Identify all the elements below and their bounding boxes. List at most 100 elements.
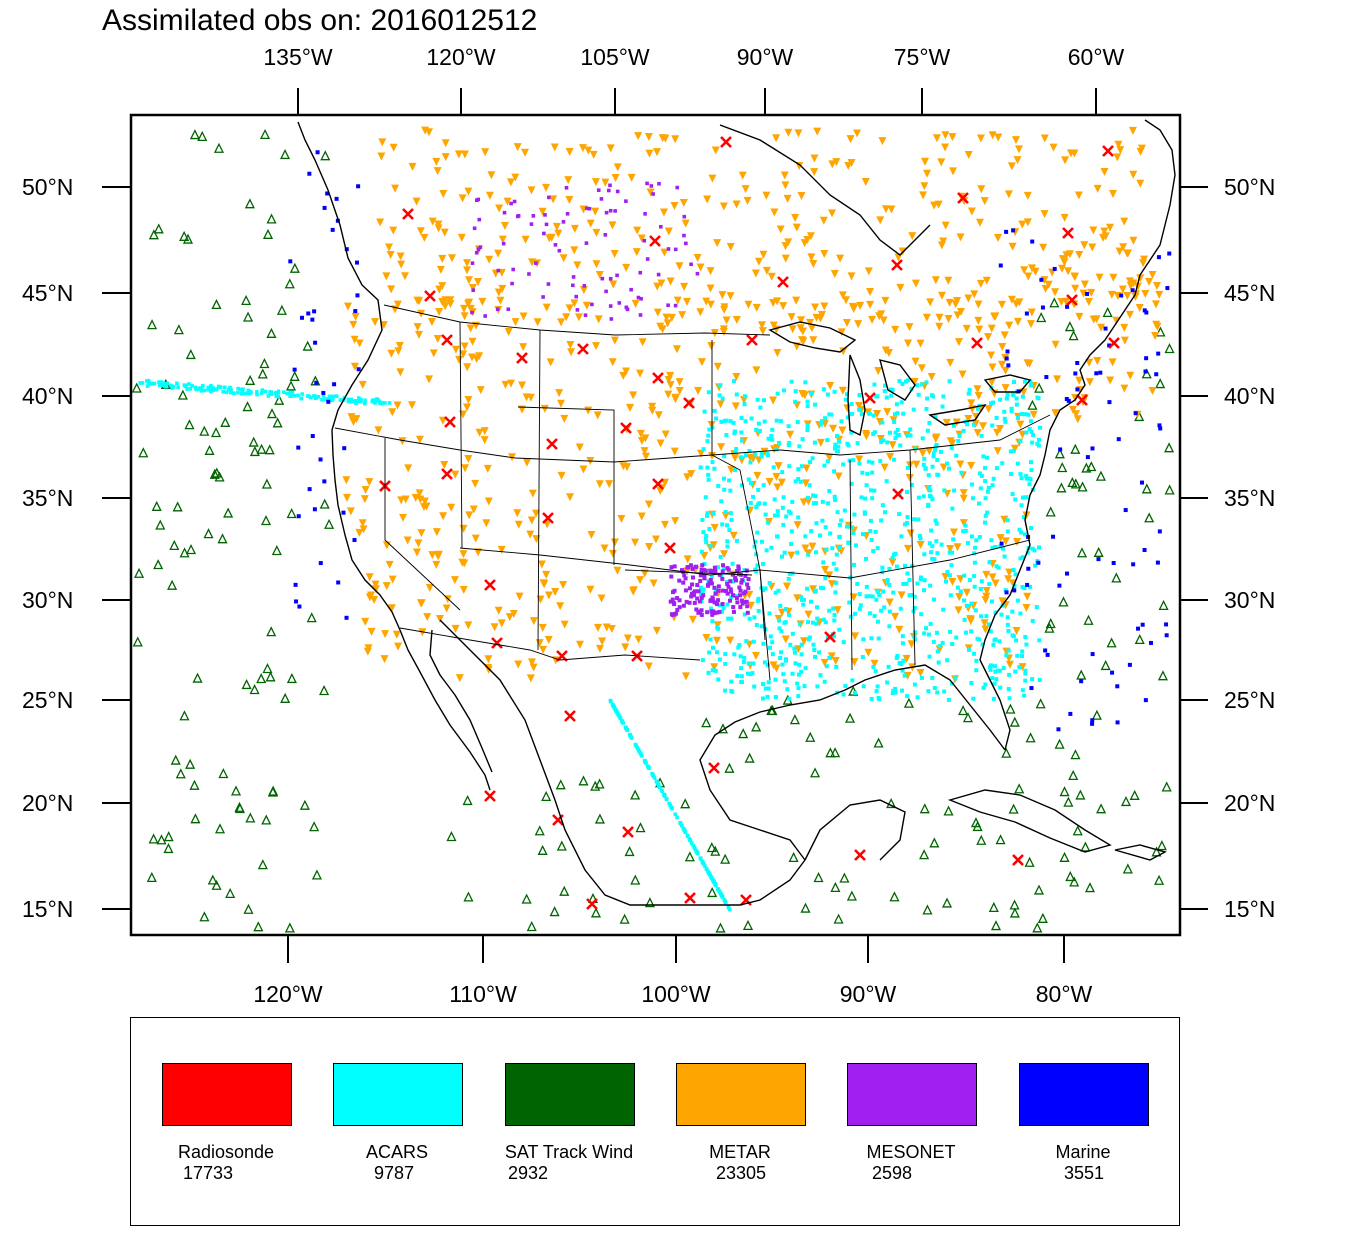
metar-marker: [459, 585, 468, 594]
acars-marker: [863, 556, 868, 561]
metar-marker: [754, 257, 763, 266]
metar-marker: [441, 153, 450, 162]
acars-marker: [748, 500, 753, 505]
acars-marker: [852, 690, 857, 695]
mesonet-marker: [701, 593, 706, 598]
sat-wind-marker: [1155, 326, 1166, 337]
acars-marker: [770, 427, 775, 432]
acars-marker: [699, 593, 704, 598]
acars-marker: [912, 446, 917, 451]
mesonet-marker: [669, 565, 674, 570]
acars-marker: [1015, 416, 1020, 421]
acars-marker: [891, 590, 896, 595]
metar-marker: [962, 324, 971, 333]
marine-marker: [1140, 622, 1145, 627]
metar-marker: [565, 304, 574, 313]
mesonet-marker: [716, 588, 721, 593]
acars-marker: [217, 385, 222, 389]
acars-marker: [754, 623, 759, 628]
metar-marker: [905, 323, 914, 332]
metar-marker: [694, 387, 703, 396]
sat-wind-marker: [1035, 698, 1046, 709]
acars-marker: [1014, 396, 1019, 401]
top-lon-label: 60°W: [1067, 44, 1125, 70]
metar-marker: [981, 625, 990, 634]
acars-marker: [274, 394, 279, 398]
mesonet-marker: [624, 199, 628, 203]
acars-marker: [776, 588, 781, 593]
marine-marker: [1107, 343, 1112, 348]
metar-marker: [564, 176, 573, 185]
acars-marker: [723, 900, 728, 904]
metar-marker: [657, 279, 666, 288]
metar-marker: [610, 249, 619, 258]
acars-marker: [877, 697, 882, 702]
acars-marker: [721, 566, 726, 571]
metar-marker: [573, 261, 582, 270]
acars-marker: [756, 487, 761, 492]
acars-marker: [907, 593, 912, 598]
acars-marker: [1005, 529, 1010, 534]
acars-marker: [772, 497, 777, 502]
acars-marker: [763, 586, 768, 591]
metar-marker: [948, 577, 957, 586]
metar-marker: [591, 207, 600, 216]
acars-marker: [805, 586, 810, 591]
marine-marker: [310, 317, 315, 322]
acars-marker: [977, 501, 982, 506]
acars-marker: [765, 451, 770, 456]
acars-marker: [782, 620, 787, 625]
acars-marker: [832, 494, 837, 499]
mesonet-marker: [483, 314, 487, 318]
acars-marker: [912, 517, 917, 522]
metar-marker: [472, 355, 481, 364]
metar-marker: [370, 596, 379, 605]
acars-marker: [820, 419, 825, 424]
metar-marker: [820, 302, 829, 311]
sat-wind-marker: [830, 881, 841, 893]
acars-marker: [996, 565, 1001, 570]
acars-marker: [736, 645, 741, 650]
mesonet-marker: [699, 595, 704, 600]
mesonet-marker: [575, 308, 580, 312]
acars-marker: [795, 681, 800, 686]
acars-marker: [693, 846, 697, 851]
marine-marker: [307, 171, 312, 176]
acars-marker: [1022, 532, 1027, 537]
acars-marker: [983, 465, 988, 470]
sat-wind-marker: [1158, 599, 1169, 611]
metar-marker: [438, 416, 447, 425]
metar-marker: [974, 316, 983, 325]
acars-marker: [660, 789, 664, 794]
acars-marker: [767, 580, 772, 585]
acars-marker: [331, 394, 335, 399]
acars-marker: [748, 672, 753, 677]
metar-marker: [608, 358, 617, 367]
top-lon-label: 75°W: [893, 44, 951, 70]
sat-wind-marker: [789, 714, 800, 725]
acars-marker: [733, 467, 738, 472]
metar-marker: [666, 381, 675, 390]
acars-marker: [824, 664, 829, 669]
acars-marker: [1005, 622, 1010, 627]
mesonet-marker: [582, 284, 587, 288]
acars-marker: [892, 420, 897, 425]
sat-wind-marker: [284, 278, 295, 289]
mesonet-marker: [638, 313, 643, 317]
mesonet-marker: [657, 181, 661, 186]
marine-marker: [1133, 411, 1138, 416]
acars-marker: [778, 656, 783, 661]
acars-marker: [817, 533, 822, 538]
metar-marker: [706, 300, 715, 309]
acars-marker: [930, 544, 935, 549]
acars-marker: [728, 488, 733, 493]
acars-marker: [901, 411, 906, 416]
mesonet-marker: [712, 585, 717, 590]
acars-marker: [755, 397, 760, 402]
marine-marker: [292, 367, 297, 372]
acars-marker: [268, 390, 272, 394]
metar-marker: [937, 158, 946, 167]
acars-marker: [716, 677, 721, 682]
sat-wind-marker: [751, 721, 762, 732]
acars-marker: [199, 387, 204, 392]
